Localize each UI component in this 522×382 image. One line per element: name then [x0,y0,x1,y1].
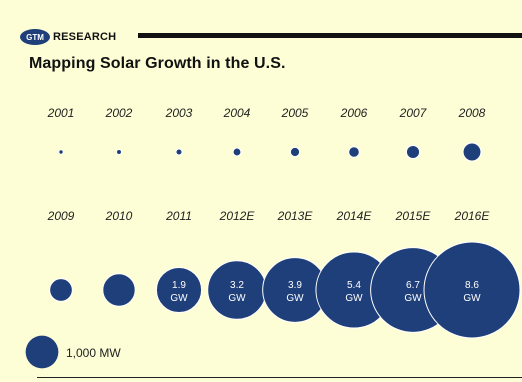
logo: GTM RESEARCH [20,27,116,47]
data-label-unit-2011: GW [170,293,188,304]
header-rule [138,33,522,38]
year-label-2015E: 2015E [395,209,432,223]
bubble-2003 [175,148,183,156]
data-label-unit-2014E: GW [345,293,363,304]
year-label-2001: 2001 [47,106,75,120]
year-label-2012E: 2012E [219,209,256,223]
legend-bubble [25,335,59,369]
logo-mark: GTM [20,29,50,45]
bubble-2010 [102,273,136,307]
year-label-2014E: 2014E [336,209,373,223]
bubble-2001 [58,149,64,155]
year-label-2011: 2011 [165,209,192,223]
year-label-2010: 2010 [105,209,133,223]
year-label-2009: 2009 [47,209,75,223]
data-label-unit-2012E: GW [228,293,246,304]
data-label-value-2016E: 8.6 [465,280,479,291]
bubble-2016E [423,241,521,339]
year-label-2006: 2006 [340,106,368,120]
data-label-value-2014E: 5.4 [347,280,361,291]
bubble-2011 [155,266,203,314]
bubble-2006 [348,146,360,158]
year-label-2013E: 2013E [277,209,314,223]
legend-label: 1,000 MW [66,346,121,360]
data-label-value-2011: 1.9 [172,280,186,291]
bubble-2002 [116,149,122,155]
data-label-value-2013E: 3.9 [288,280,302,291]
bubble-2005 [289,146,301,158]
data-label-unit-2016E: GW [463,293,481,304]
year-label-2016E: 2016E [454,209,491,223]
bubble-2009 [49,278,73,302]
year-label-2005: 2005 [281,106,309,120]
footer-rule [37,377,522,378]
bubble-2007 [405,144,421,160]
year-label-2007: 2007 [399,106,428,120]
data-label-value-2012E: 3.2 [230,280,244,291]
data-label-value-2015E: 6.7 [406,280,420,291]
data-label-unit-2013E: GW [286,293,304,304]
year-label-2008: 2008 [458,106,486,120]
year-label-2003: 2003 [165,106,193,120]
year-label-2002: 2002 [105,106,133,120]
year-label-2004: 2004 [223,106,251,120]
bubble-2008 [462,142,482,162]
data-label-unit-2015E: GW [404,293,422,304]
chart-title: Mapping Solar Growth in the U.S. [29,55,286,72]
logo-text: RESEARCH [53,31,117,43]
bubble-2004 [232,147,242,157]
